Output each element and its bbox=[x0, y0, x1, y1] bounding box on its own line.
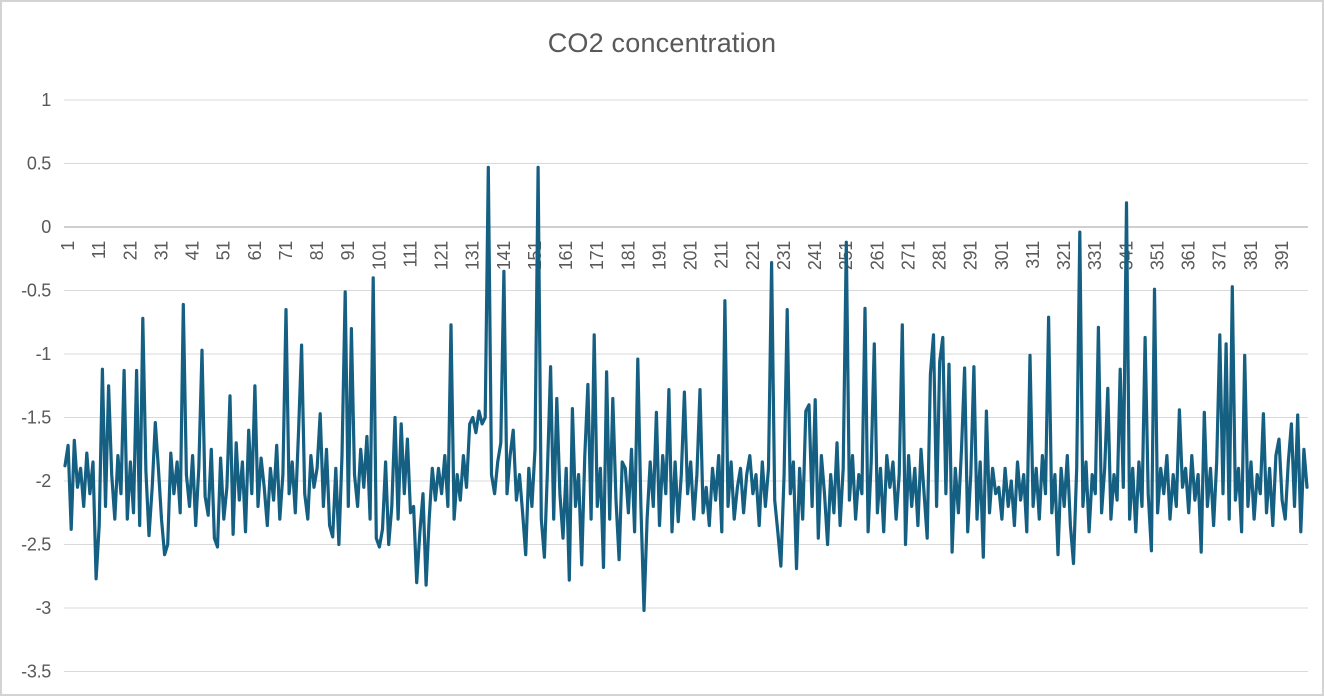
x-axis-tick-label: 371 bbox=[1210, 241, 1230, 270]
y-axis-tick-label: -3 bbox=[36, 598, 52, 618]
co2-series-line bbox=[63, 165, 1309, 613]
x-axis-tick-label: 241 bbox=[805, 241, 825, 270]
x-axis-tick-label: 391 bbox=[1272, 241, 1292, 270]
x-axis-tick-label: 191 bbox=[649, 241, 669, 270]
x-axis-tick-label: 181 bbox=[618, 241, 638, 270]
x-axis-tick-label: 121 bbox=[432, 241, 452, 270]
y-axis-tick-label: -1 bbox=[36, 344, 52, 364]
y-axis-tick-label: 0.5 bbox=[27, 154, 51, 174]
x-axis-tick-label: 271 bbox=[898, 241, 918, 270]
x-axis-tick-label: 61 bbox=[245, 241, 265, 261]
x-axis-tick-label: 261 bbox=[867, 241, 887, 270]
x-axis-tick-label: 381 bbox=[1241, 241, 1261, 270]
x-axis-tick-label: 361 bbox=[1179, 241, 1199, 270]
y-axis-tick-label: 1 bbox=[41, 90, 51, 110]
x-axis-tick-label: 311 bbox=[1023, 241, 1043, 269]
x-axis-tick-label: 51 bbox=[214, 241, 234, 261]
x-axis-tick-label: 1 bbox=[58, 241, 78, 251]
y-axis-tick-label: -2 bbox=[36, 471, 52, 491]
x-axis-tick-label: 101 bbox=[369, 241, 389, 270]
x-axis-tick-label: 331 bbox=[1085, 241, 1105, 270]
y-axis-tick-label: 0 bbox=[41, 217, 51, 237]
x-axis-tick-label: 91 bbox=[338, 241, 358, 261]
x-axis-tick-label: 141 bbox=[494, 241, 514, 270]
x-axis-tick-label: 171 bbox=[587, 241, 607, 270]
x-axis-tick-label: 41 bbox=[183, 241, 203, 261]
x-axis-tick-label: 151 bbox=[525, 241, 545, 270]
x-axis-tick-label: 71 bbox=[276, 241, 296, 261]
x-axis-tick-label: 301 bbox=[992, 241, 1012, 270]
x-axis-tick-label: 351 bbox=[1147, 241, 1167, 270]
x-axis-tick-label: 81 bbox=[307, 241, 327, 261]
x-axis-tick-label: 201 bbox=[681, 241, 701, 270]
y-axis-tick-label: -1.5 bbox=[21, 408, 51, 428]
x-axis-tick-label: 11 bbox=[89, 241, 109, 259]
y-axis-tick-label: -2.5 bbox=[21, 535, 51, 555]
x-axis-tick-label: 281 bbox=[930, 241, 950, 270]
x-axis-tick-label: 321 bbox=[1054, 241, 1074, 270]
x-axis-tick-label: 131 bbox=[463, 241, 483, 270]
x-axis-tick-label: 291 bbox=[961, 241, 981, 270]
x-axis-tick-label: 111 bbox=[400, 241, 420, 268]
x-axis-tick-label: 231 bbox=[774, 241, 794, 270]
y-axis-tick-label: -3.5 bbox=[21, 662, 51, 682]
x-axis-tick-label: 161 bbox=[556, 241, 576, 270]
y-axis-tick-label: -0.5 bbox=[21, 281, 51, 301]
x-axis-tick-label: 211 bbox=[712, 241, 732, 269]
x-axis-tick-label: 31 bbox=[151, 241, 171, 261]
chart-title: CO2 concentration bbox=[547, 28, 777, 58]
x-axis-tick-label: 21 bbox=[120, 241, 140, 261]
x-axis-tick-label: 221 bbox=[743, 241, 763, 270]
